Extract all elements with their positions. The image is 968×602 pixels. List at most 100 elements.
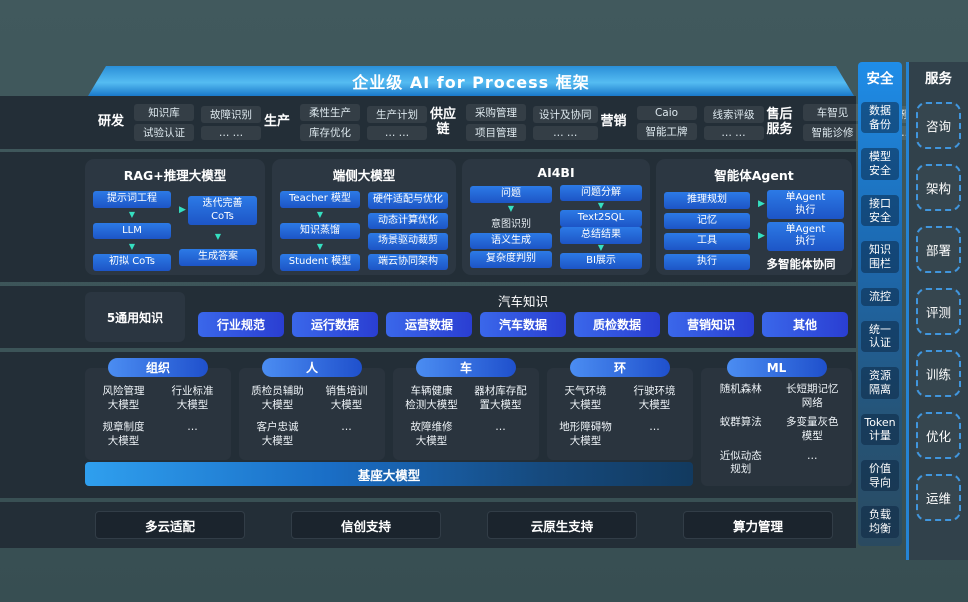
security-item: 数据 备份: [861, 101, 899, 134]
model-item: …: [649, 421, 660, 434]
flow-node: 场景驱动裁剪: [368, 233, 448, 250]
arrow-down-icon: ▼: [214, 232, 222, 242]
app-group-marketing: 营销 Caio 智能工牌 线索评级 … …: [598, 105, 764, 140]
compute-box: 云原生支持: [487, 511, 637, 539]
arrow-down-icon: ▼: [316, 210, 324, 220]
knowledge-pill: 质检数据: [574, 312, 660, 337]
flow-node: 推理规划: [664, 192, 750, 209]
flow-node: 总结结果: [560, 227, 642, 244]
model-item: 蚁群算法: [719, 416, 762, 429]
model-group-pill: 车: [416, 358, 516, 377]
model-item: 随机森林: [719, 383, 762, 395]
flow-node: 语义生成: [470, 232, 552, 249]
cap-box-title: AI4BI: [537, 165, 575, 180]
security-item: 知识 围栏: [861, 241, 899, 273]
app-chip-column: 设计及协同 … …: [533, 105, 598, 140]
flow-node: 迭代完善 CoTs: [187, 196, 257, 226]
model-item: 近似动态 规划: [719, 449, 762, 476]
model-group-organization: 组织 风险管理 大模型 行业标准 大模型 规章制度 大模型 …: [85, 358, 231, 460]
flow-column: 硬件适配与优化 动态计算优化 场景驱动裁剪 端云协同架构: [368, 188, 448, 274]
model-item: 故障维修 大模型: [410, 421, 453, 447]
cap-box-edge-model: 端侧大模型 Teacher 模型 ▼ 知识蒸馏 ▼ Student 模型 硬件适…: [272, 159, 456, 275]
model-item: …: [495, 421, 506, 434]
flow-node: 生成答案: [179, 249, 257, 266]
flow-node: 知识蒸馏: [280, 222, 360, 240]
security-item: Token 计量: [861, 413, 899, 445]
arrow-down-icon: ▼: [128, 210, 136, 220]
flow-node: 记忆: [664, 212, 750, 229]
arrow-down-icon: ▼: [128, 241, 136, 251]
security-item: 模型 安全: [861, 148, 899, 180]
app-chip: 生产计划: [367, 105, 427, 123]
app-chip: 设计及协同: [533, 105, 598, 123]
model-group-pill: 组织: [108, 358, 208, 377]
app-chip: 柔性生产: [300, 104, 360, 121]
service-item: 评测: [916, 288, 961, 335]
app-chip-column: 知识库 试验认证: [134, 104, 194, 141]
service-item: 咨询: [916, 102, 961, 149]
app-chip: … …: [703, 125, 764, 140]
model-item: 客户忠诚 大模型: [256, 421, 299, 447]
knowledge-pill: 行业规范: [198, 312, 284, 337]
app-group-after-sales: 售后服务 车智见 智能诊修 故障预警 … …: [764, 104, 930, 141]
security-column: 安全 数据 备份 模型 安全 接口 安全 知识 围栏 流控 统一 认证 资源 隔…: [858, 62, 902, 546]
flow-node: Student 模型: [280, 254, 360, 271]
cap-box-ai4bi: AI4BI 问题 ▼ 意图识别 语义生成 复杂度判别 问题分解 ▼ Text2S…: [462, 159, 650, 275]
security-item: 统一 认证: [861, 320, 899, 353]
cap-box-agent: 智能体Agent 推理规划 记忆 工具 执行 ▶ 单Agent 执行 ▶ 单Ag…: [656, 159, 852, 275]
model-layer-row: 组织 风险管理 大模型 行业标准 大模型 规章制度 大模型 … 人 质检员辅助 …: [0, 352, 856, 498]
flow-node: 硬件适配与优化: [368, 192, 448, 209]
model-group-pill: 人: [262, 358, 362, 377]
knowledge-pill: 运行数据: [292, 312, 378, 337]
cap-box-title: 智能体Agent: [714, 168, 794, 183]
security-item: 价值 导向: [861, 459, 899, 492]
page-title: 企业级 AI for Process 框架: [352, 73, 590, 92]
model-group-pill: ML: [726, 358, 827, 377]
app-chip-column: 生产计划 … …: [367, 105, 427, 140]
security-item: 负载 均衡: [861, 506, 899, 538]
model-item: 地形障碍物 大模型: [559, 421, 612, 447]
app-group-rnd: 研发 知识库 试验认证 故障识别 … …: [95, 104, 261, 141]
cap-box-title: RAG+推理大模型: [123, 168, 227, 183]
flow-node: 提示词工程: [93, 191, 171, 208]
model-item: 器材库存配 置大模型: [474, 385, 527, 411]
flow-node: 单Agent 执行: [766, 190, 844, 220]
flow-node: Text2SQL: [560, 210, 642, 227]
flow-node: LLM: [93, 222, 171, 240]
compute-layer-row: 多云适配 信创支持 云原生支持 算力管理: [0, 502, 856, 548]
knowledge-pill: 其他: [762, 312, 848, 337]
knowledge-pill: 汽车数据: [480, 312, 566, 337]
app-chip: 试验认证: [134, 124, 194, 141]
app-chip-column: Caio 智能工牌: [636, 105, 697, 140]
model-item: 行驶环境 大模型: [633, 385, 676, 411]
arrow-down-icon: ▼: [316, 241, 324, 251]
model-group-ml: ML 随机森林 长短期记忆 网络 蚁群算法 多变量灰色 模型 近似动态 规划 …: [701, 358, 852, 486]
flow-node: 问题分解: [560, 184, 642, 202]
app-group-label: 生产: [263, 114, 290, 130]
model-item: 规章制度 大模型: [102, 421, 145, 447]
app-chip: Caio: [636, 105, 697, 120]
foundation-model-bar: 基座大模型: [85, 462, 693, 486]
app-chip: 知识库: [134, 104, 194, 121]
arrow-down-icon: ▼: [597, 243, 605, 253]
service-column-title: 服务: [925, 71, 952, 87]
app-chip-column: 采购管理 项目管理: [466, 104, 526, 141]
flow-node: Teacher 模型: [280, 191, 360, 208]
flow-step: ▶ 单Agent 执行: [758, 190, 844, 220]
app-group-label: 售后服务: [766, 106, 793, 137]
app-chip: 智能诊修: [802, 124, 863, 141]
model-item: 行业标准 大模型: [171, 385, 214, 411]
model-item: 销售培训 大模型: [325, 385, 368, 411]
multi-agent-label: 多智能体协同: [766, 256, 836, 271]
flow-column: Teacher 模型 ▼ 知识蒸馏 ▼ Student 模型: [280, 188, 360, 274]
compute-box: 多云适配: [95, 511, 245, 539]
flow-step: ▶ 单Agent 执行: [758, 221, 844, 251]
app-chip: 项目管理: [466, 124, 526, 141]
app-chip: … …: [533, 125, 598, 140]
app-chip: … …: [367, 125, 427, 140]
knowledge-pill: 营销知识: [668, 312, 754, 337]
model-group-vehicle: 车 车辆健康 检测大模型 器材库存配 置大模型 故障维修 大模型 …: [393, 358, 539, 460]
app-chip-column: 柔性生产 库存优化: [300, 104, 360, 141]
general-knowledge-box: 5通用知识: [85, 292, 185, 342]
